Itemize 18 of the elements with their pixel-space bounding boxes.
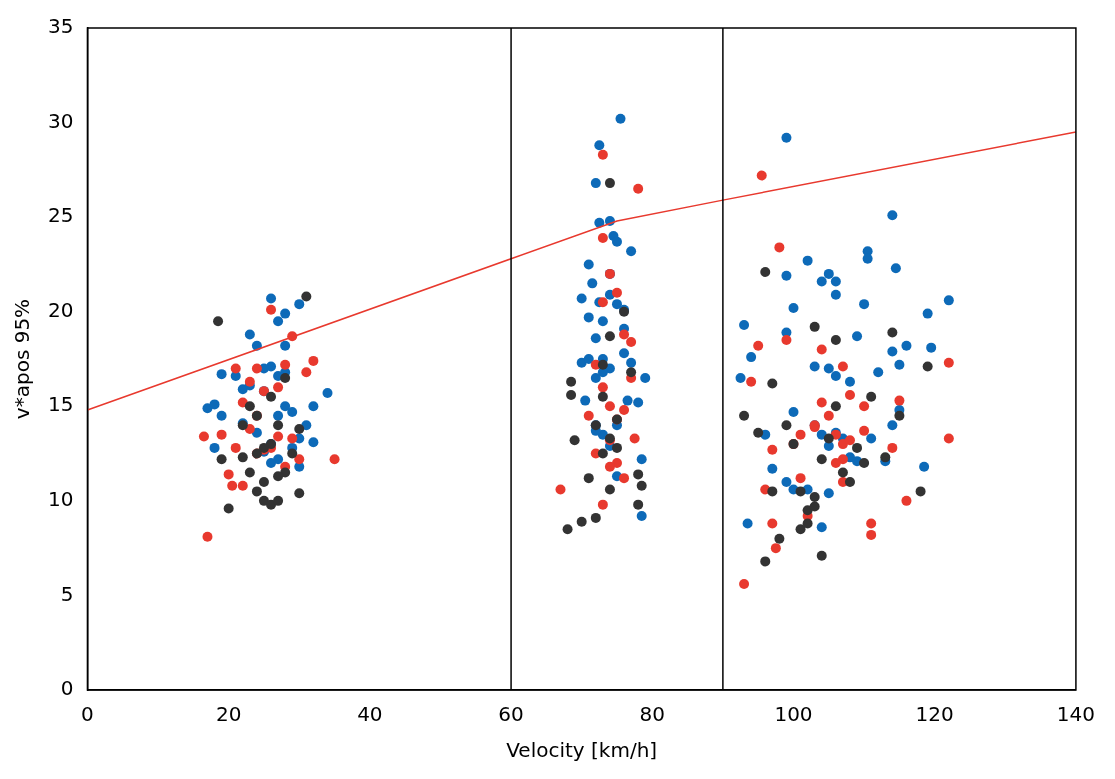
y-tick-label: 5 <box>60 581 74 606</box>
x-tick-label: 20 <box>215 702 242 727</box>
y-tick-label: 20 <box>48 297 74 322</box>
x-tick-label: 140 <box>1056 702 1096 727</box>
y-tick-label: 15 <box>48 392 74 417</box>
x-tick-label: 0 <box>81 702 94 727</box>
x-tick-label: 40 <box>357 702 383 727</box>
x-tick-label: 80 <box>639 702 666 727</box>
x-tick-label: 100 <box>774 702 813 727</box>
x-tick-label: 60 <box>498 702 524 727</box>
y-tick-label: 0 <box>60 676 74 701</box>
y-axis-title: v*apos 95% <box>10 298 35 420</box>
y-tick-label: 35 <box>48 14 74 39</box>
x-tick-label: 120 <box>915 702 954 727</box>
y-tick-label: 10 <box>48 487 74 512</box>
y-tick-label: 25 <box>48 203 74 228</box>
x-axis-title: Velocity [km/h] <box>506 738 658 763</box>
y-tick-label: 30 <box>48 108 74 133</box>
